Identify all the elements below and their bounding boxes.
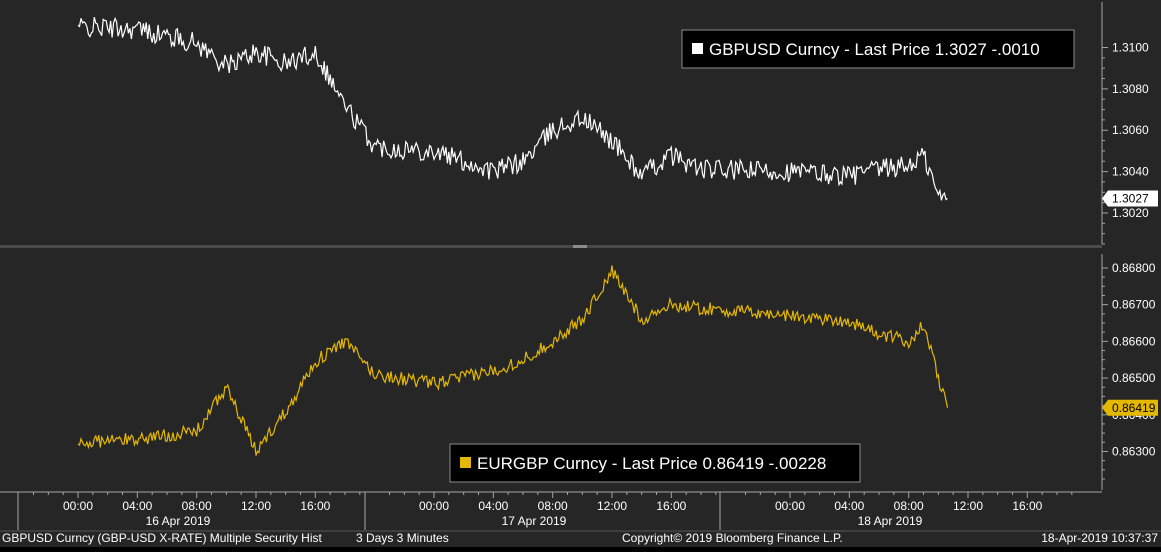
legend-label: GBPUSD Curncy - Last Price 1.3027 -.0010 (709, 40, 1040, 59)
y-tick-label: 1.3080 (1112, 82, 1149, 96)
x-tick-label: 04:00 (478, 499, 508, 513)
footer-timestamp-text: 18-Apr-2019 10:37:37 (1041, 531, 1158, 545)
eurgbp-last-price-label: 0.86419 (1112, 401, 1156, 415)
y-tick-label: 0.86600 (1112, 334, 1156, 348)
legend-box (681, 29, 1075, 69)
x-tick-label: 16:00 (1012, 499, 1042, 513)
x-day-label: 18 Apr 2019 (858, 514, 923, 528)
x-tick-label: 04:00 (834, 499, 864, 513)
legend-label: EURGBP Curncy - Last Price 0.86419 -.002… (477, 454, 826, 473)
legend-swatch (692, 43, 703, 54)
eurgbp-panel: 0.868000.867000.866000.865000.864000.863… (77, 254, 1158, 490)
eurgbp-legend: EURGBP Curncy - Last Price 0.86419 -.002… (449, 443, 861, 483)
x-tick-label: 00:00 (775, 499, 805, 513)
x-tick-label: 12:00 (597, 499, 627, 513)
legend-box (449, 443, 861, 483)
x-tick-label: 12:00 (953, 499, 983, 513)
footer-copyright-text: Copyright© 2019 Bloomberg Finance L.P. (622, 531, 843, 545)
x-tick-label: 16:00 (656, 499, 686, 513)
legend-swatch (460, 457, 471, 468)
panel-resize-handle[interactable] (573, 245, 587, 248)
x-tick-label: 08:00 (538, 499, 568, 513)
x-tick-label: 08:00 (894, 499, 924, 513)
x-tick-label: 00:00 (63, 499, 93, 513)
x-axis: 00:00 04:00 08:00 12:00 16:00 16 Apr 2019 00:0… (0, 245, 1161, 532)
eurgbp-price-line (77, 265, 949, 456)
x-tick-label: 04:00 (122, 499, 152, 513)
y-tick-label: 0.86300 (1112, 444, 1156, 458)
footer-period-text: 3 Days 3 Minutes (356, 531, 449, 545)
y-tick-label: 0.86500 (1112, 371, 1156, 385)
y-tick-label: 0.86700 (1112, 298, 1156, 312)
gbpusd-legend: GBPUSD Curncy - Last Price 1.3027 -.0010 (681, 29, 1075, 69)
y-tick-label: 0.86800 (1112, 261, 1156, 275)
gbpusd-last-price-label: 1.3027 (1112, 191, 1149, 205)
gbpusd-price-line (77, 16, 948, 201)
eurgbp-last-price-tag (1102, 399, 1158, 416)
x-tick-label: 16:00 (300, 499, 330, 513)
y-tick-label: 1.3040 (1112, 165, 1149, 179)
panel-separator (0, 245, 1102, 248)
y-tick-label: 1.3060 (1112, 123, 1149, 137)
x-tick-label: 08:00 (182, 499, 212, 513)
x-tick-label: 12:00 (241, 499, 271, 513)
x-day-label: 17 Apr 2019 (502, 514, 567, 528)
footer-bar: GBPUSD Curncy (GBP-USD X-RATE) Multiple … (2, 531, 1158, 545)
x-tick-label: 00:00 (419, 499, 449, 513)
x-day-label: 16 Apr 2019 (146, 514, 211, 528)
y-tick-label: 1.3020 (1112, 206, 1149, 220)
gbpusd-last-price-tag (1102, 190, 1158, 207)
y-tick-label: 1.3100 (1112, 41, 1149, 55)
footer-security-text: GBPUSD Curncy (GBP-USD X-RATE) Multiple … (2, 531, 323, 545)
